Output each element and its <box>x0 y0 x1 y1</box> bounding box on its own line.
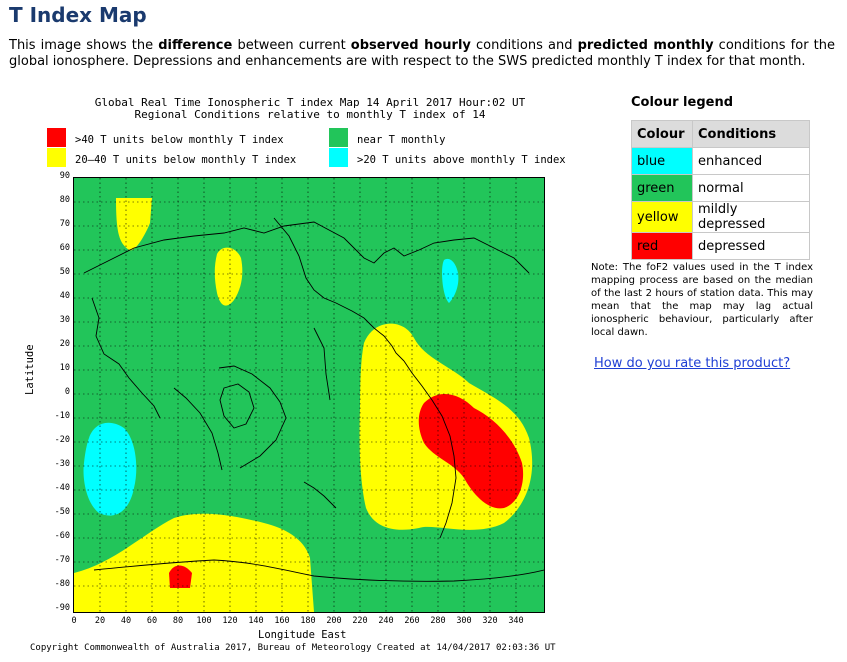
yellow-region-north <box>116 198 152 251</box>
intro-part: conditions for the global ionosphere. De… <box>9 38 835 69</box>
y-axis-title: Latitude <box>24 344 36 395</box>
y-tick-label: 0 <box>64 387 70 397</box>
x-tick-label: 340 <box>508 616 524 626</box>
x-tick-label: 180 <box>300 616 316 626</box>
y-tick-label: -80 <box>54 579 70 589</box>
x-tick-label: 240 <box>378 616 394 626</box>
key-label-yellow: 20–40 T units below monthly T index <box>75 154 297 166</box>
rate-product-link[interactable]: How do you rate this product? <box>594 356 791 371</box>
key-label-green: near T monthly <box>357 134 446 146</box>
map-copyright-footer: Copyright Commonwealth of Australia 2017… <box>30 643 556 653</box>
legend-colour-cell: yellow <box>631 201 693 233</box>
legend-header-row: Colour Conditions <box>631 120 810 148</box>
x-tick-label: 20 <box>94 616 106 626</box>
legend-row-yellow: yellow mildly depressed <box>631 201 810 233</box>
yellow-region-alaska <box>214 247 243 306</box>
x-tick-label: 300 <box>456 616 472 626</box>
ionosphere-map <box>74 178 544 612</box>
y-tick-label: -90 <box>54 603 70 613</box>
page-title: T Index Map <box>9 3 147 27</box>
intro-text: This image shows the difference between … <box>9 38 835 70</box>
key-swatch-green <box>329 128 348 147</box>
x-tick-label: 40 <box>120 616 132 626</box>
legend-colour-cell: blue <box>631 147 693 175</box>
y-tick-label: -30 <box>54 459 70 469</box>
legend-header-conditions: Conditions <box>692 120 810 148</box>
t-index-map-figure: Global Real Time Ionospheric T index Map… <box>20 95 566 660</box>
y-tick-label: 50 <box>59 267 70 277</box>
y-tick-label: -40 <box>54 483 70 493</box>
x-tick-label: 280 <box>430 616 446 626</box>
legend-condition-cell: depressed <box>692 232 810 260</box>
y-tick-label: 80 <box>59 195 70 205</box>
x-tick-label: 260 <box>404 616 420 626</box>
x-tick-label: 120 <box>222 616 238 626</box>
y-tick-label: -60 <box>54 531 70 541</box>
y-tick-label: -10 <box>54 411 70 421</box>
legend-row-blue: blue enhanced <box>631 147 810 175</box>
x-axis-title: Longitude East <box>258 629 347 641</box>
x-tick-label: 100 <box>196 616 212 626</box>
y-tick-label: 70 <box>59 219 70 229</box>
intro-bold-observed: observed hourly <box>350 38 471 53</box>
graticule <box>74 178 544 612</box>
legend-colour-cell: red <box>631 232 693 260</box>
intro-part: This image shows the <box>9 38 159 53</box>
y-tick-label: 30 <box>59 315 70 325</box>
y-tick-label: 40 <box>59 291 70 301</box>
x-tick-label: 200 <box>326 616 342 626</box>
x-tick-label: 160 <box>274 616 290 626</box>
y-tick-label: 60 <box>59 243 70 253</box>
legend-condition-cell: mildly depressed <box>692 201 810 233</box>
map-plot-area <box>73 177 545 613</box>
coastlines <box>83 217 544 582</box>
intro-bold-predicted: predicted monthly <box>577 38 714 53</box>
key-label-red: >40 T units below monthly T index <box>75 134 284 146</box>
key-swatch-yellow <box>47 148 66 167</box>
legend-condition-cell: normal <box>692 174 810 202</box>
colour-legend-panel: Colour legend Colour Conditions blue enh… <box>631 95 810 260</box>
map-title-line-2: Regional Conditions relative to monthly … <box>134 108 486 121</box>
intro-part: between current <box>232 38 351 53</box>
red-region-south <box>169 565 192 588</box>
y-tick-label: 10 <box>59 363 70 373</box>
y-tick-label: 90 <box>59 171 70 181</box>
colour-legend-table: Colour Conditions blue enhanced green no… <box>631 120 810 260</box>
key-swatch-red <box>47 128 66 147</box>
x-tick-label: 220 <box>352 616 368 626</box>
intro-part: conditions and <box>470 38 578 53</box>
legend-header-colour: Colour <box>631 120 693 148</box>
legend-row-red: red depressed <box>631 232 810 260</box>
cyan-region-north-america <box>442 258 459 303</box>
legend-row-green: green normal <box>631 174 810 202</box>
x-tick-label: 0 <box>71 616 77 626</box>
colour-legend-heading: Colour legend <box>631 95 734 110</box>
x-tick-label: 140 <box>248 616 264 626</box>
y-tick-label: -20 <box>54 435 70 445</box>
y-tick-label: -70 <box>54 555 70 565</box>
x-tick-label: 60 <box>146 616 158 626</box>
y-tick-label: 20 <box>59 339 70 349</box>
foF2-note: Note: The foF2 values used in the T inde… <box>591 262 813 338</box>
y-tick-label: -50 <box>54 507 70 517</box>
yellow-region-south <box>74 513 314 612</box>
key-swatch-cyan <box>329 148 348 167</box>
map-title-line-1: Global Real Time Ionospheric T index Map… <box>94 96 526 109</box>
x-tick-label: 80 <box>172 616 184 626</box>
legend-condition-cell: enhanced <box>692 147 810 175</box>
x-tick-label: 320 <box>482 616 498 626</box>
key-label-cyan: >20 T units above monthly T index <box>357 154 566 166</box>
cyan-region-indian-ocean <box>83 422 137 516</box>
legend-colour-cell: green <box>631 174 693 202</box>
intro-bold-difference: difference <box>158 38 233 53</box>
